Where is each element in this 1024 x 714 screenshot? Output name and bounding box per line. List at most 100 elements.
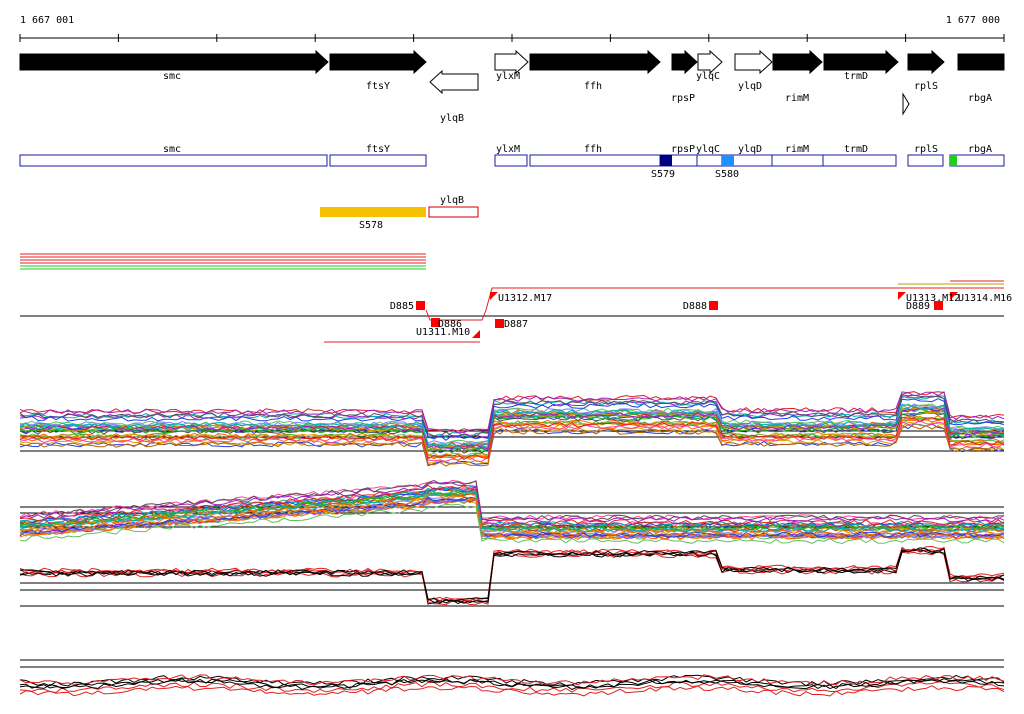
segment-trace [425, 287, 1004, 321]
expression-trace [19, 503, 1005, 545]
segment-label: U1312.M17 [498, 293, 552, 304]
expression-trace [19, 496, 1005, 538]
expression-trace [19, 551, 1005, 606]
breakpoint [495, 319, 504, 328]
antisense-label: ylqB [440, 195, 464, 206]
start-flag [472, 330, 480, 338]
gene-arrow [697, 49, 723, 75]
gene-label: ylqD [738, 81, 762, 92]
segment-label: D886 [438, 319, 462, 330]
transcript-label: ylqD [738, 144, 762, 155]
transcript-box [949, 154, 1005, 167]
expression-trace [19, 404, 1005, 448]
segment-label: D887 [504, 319, 528, 330]
gene-label: ylqC [696, 71, 720, 82]
gene-arrow [494, 49, 529, 75]
antisense-box [428, 206, 479, 218]
segment-label: U1314.M16 [958, 293, 1012, 304]
ruler-start: 1 667 001 [20, 15, 74, 26]
transcript-label: rpsP [671, 144, 695, 155]
ruler-end: 1 677 000 [946, 15, 1000, 26]
gene-label: ylxM [496, 71, 520, 82]
transcript-label: ylqC [696, 144, 720, 155]
expression-trace [19, 484, 1005, 526]
transcript-label: ylxM [496, 144, 520, 155]
expression-trace [19, 678, 1005, 690]
expression-trace [19, 403, 1005, 445]
transcript-label: ftsY [366, 144, 390, 155]
expression-trace [19, 415, 1005, 458]
expression-trace [19, 394, 1005, 438]
expression-trace [19, 398, 1005, 441]
expression-trace [19, 674, 1005, 686]
breakpoint [416, 301, 425, 310]
gene-arrow [957, 53, 1005, 71]
gene-label: ylqB [440, 113, 464, 124]
expression-trace [19, 479, 1005, 521]
gene-arrow [529, 49, 661, 75]
transcript-box [494, 154, 528, 167]
expression-trace [19, 547, 1005, 603]
expression-trace [19, 681, 1005, 694]
transcript-box [822, 154, 897, 167]
transcript-box [696, 154, 723, 167]
gene-label: rimM [785, 93, 809, 104]
expression-trace [19, 485, 1005, 527]
gene-arrow [671, 49, 698, 75]
expression-trace [19, 424, 1005, 467]
gene-label: ffh [584, 81, 602, 92]
transcript-label: trmD [844, 144, 868, 155]
transcript-label: rimM [785, 144, 809, 155]
segment-label: U1313.M12 [906, 293, 960, 304]
start-flag [490, 292, 498, 300]
transcript-label: rbgA [968, 144, 992, 155]
gene-arrow [772, 49, 823, 75]
site-block [950, 155, 957, 166]
gene-label: smc [163, 71, 181, 82]
transcript-box [19, 154, 328, 167]
antisense-site-label: S578 [359, 220, 383, 231]
transcript-box [771, 154, 824, 167]
transcript-label: ffh [584, 144, 602, 155]
expression-trace [19, 410, 1005, 453]
expression-trace [19, 391, 1005, 433]
gene-arrow [429, 69, 479, 95]
gene-arrow [823, 49, 899, 75]
expression-trace [19, 548, 1005, 605]
transcript-box [329, 154, 427, 167]
site-label: S580 [715, 169, 739, 180]
breakpoint [709, 301, 718, 310]
expression-trace [20, 494, 1005, 536]
segment-label: D889 [906, 301, 930, 312]
segment-label: D885 [390, 301, 414, 312]
breakpoint [431, 318, 440, 327]
gene-label: ftsY [366, 81, 390, 92]
gene-label: rpsP [671, 93, 695, 104]
expression-trace [19, 391, 1005, 434]
site-block [660, 155, 672, 166]
gene-arrow [907, 49, 945, 75]
gene-arrow [734, 49, 773, 75]
transcript-box [529, 154, 661, 167]
gene-label: rplS [914, 81, 938, 92]
gene-arrow [19, 49, 329, 75]
transcript-box [907, 154, 944, 167]
gene-label: rbgA [968, 93, 992, 104]
antisense-site [320, 207, 426, 217]
gene-label: trmD [844, 71, 868, 82]
gene-arrow [329, 49, 427, 75]
small-feature [902, 92, 910, 116]
site-label: S579 [651, 169, 675, 180]
expression-trace [19, 481, 1005, 523]
start-flag [950, 292, 958, 300]
expression-trace [19, 685, 1005, 697]
breakpoint [934, 301, 943, 310]
transcript-label: smc [163, 144, 181, 155]
site-block [722, 155, 734, 166]
expression-trace [19, 479, 1004, 521]
segment-label: U1311.M10 [416, 327, 470, 338]
expression-trace [19, 417, 1005, 461]
start-flag [898, 292, 906, 300]
